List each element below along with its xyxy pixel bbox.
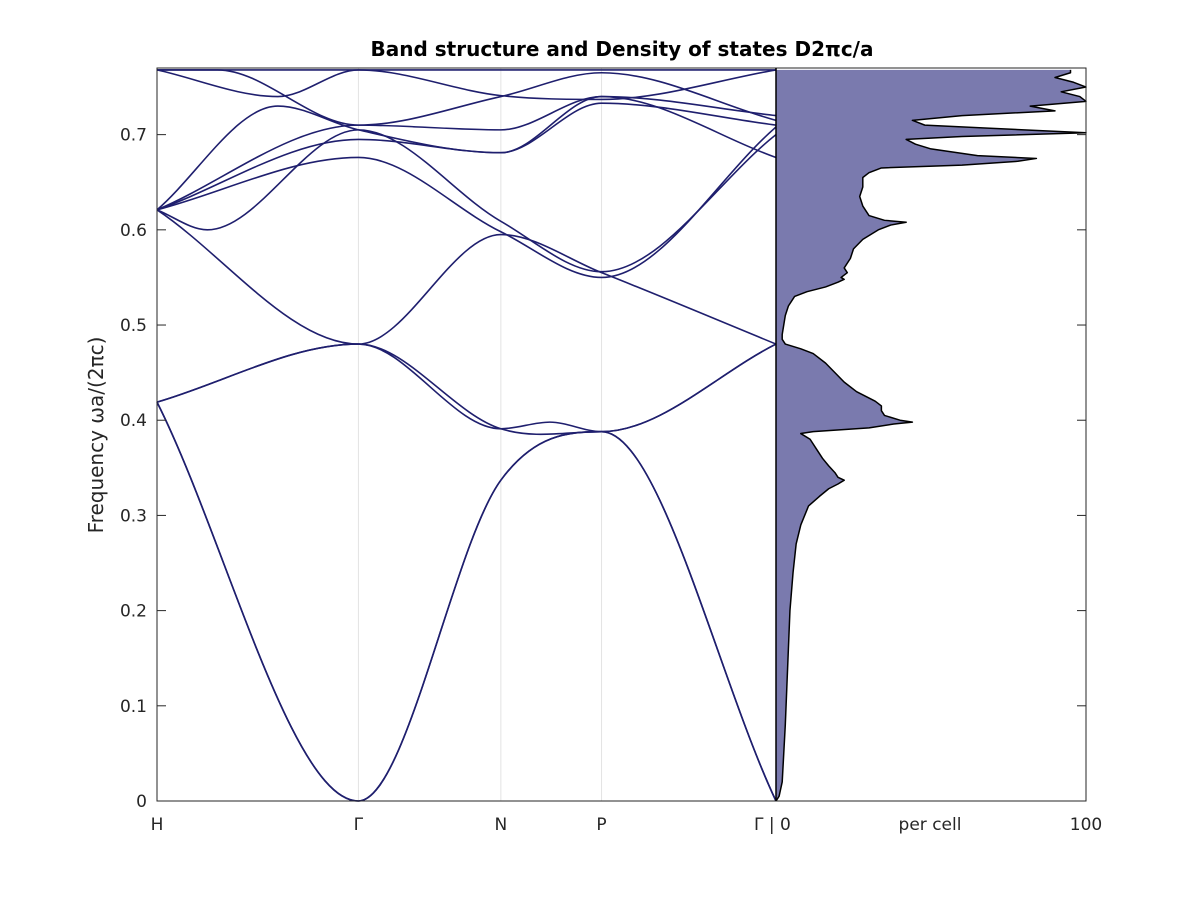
axes-box bbox=[156, 67, 1087, 802]
y-tick-label: 0.4 bbox=[120, 411, 147, 431]
y-tick-label: 0.6 bbox=[120, 221, 147, 241]
band-2 bbox=[156, 401, 777, 802]
y-tick-label: 0.5 bbox=[120, 316, 147, 336]
y-tick-label: 0.1 bbox=[120, 697, 147, 717]
k-point-label: Γ bbox=[354, 815, 364, 835]
band-4 bbox=[156, 343, 777, 436]
tick-labels: 0 0.1 0.2 0.3 0.4 0.5 0.6 0.7 H Γ N P Γ | 0 per cell 1… bbox=[120, 126, 1102, 835]
k-point-label: N bbox=[494, 815, 507, 835]
y-tick-label: 0.2 bbox=[120, 602, 147, 622]
band-7 bbox=[156, 126, 777, 279]
y-tick-label: 0 bbox=[136, 792, 147, 812]
band-9 bbox=[156, 102, 777, 211]
tick-marks bbox=[157, 134, 1086, 802]
band-lines bbox=[156, 69, 777, 802]
y-tick-label: 0.7 bbox=[120, 126, 147, 146]
band-5 bbox=[156, 209, 777, 345]
density-of-states-panel bbox=[775, 69, 1087, 802]
dos-max-label: 100 bbox=[1070, 815, 1102, 835]
dos-fill bbox=[776, 69, 1086, 801]
k-point-label: Γ | 0 bbox=[754, 815, 791, 835]
dos-edge bbox=[775, 69, 1087, 802]
k-point-label: H bbox=[151, 815, 164, 835]
vertical-grid-lines bbox=[357, 68, 603, 801]
k-point-label: P bbox=[596, 815, 606, 835]
y-axis-label: Frequency ωa/(2πc) bbox=[84, 337, 108, 534]
dos-axis-label: per cell bbox=[899, 815, 962, 835]
band-11 bbox=[156, 69, 777, 101]
band-10 bbox=[156, 95, 777, 211]
y-tick-label: 0.3 bbox=[120, 506, 147, 526]
chart-title: Band structure and Density of states D2π… bbox=[371, 37, 874, 61]
axes bbox=[156, 67, 1087, 802]
band-6 bbox=[156, 129, 777, 273]
